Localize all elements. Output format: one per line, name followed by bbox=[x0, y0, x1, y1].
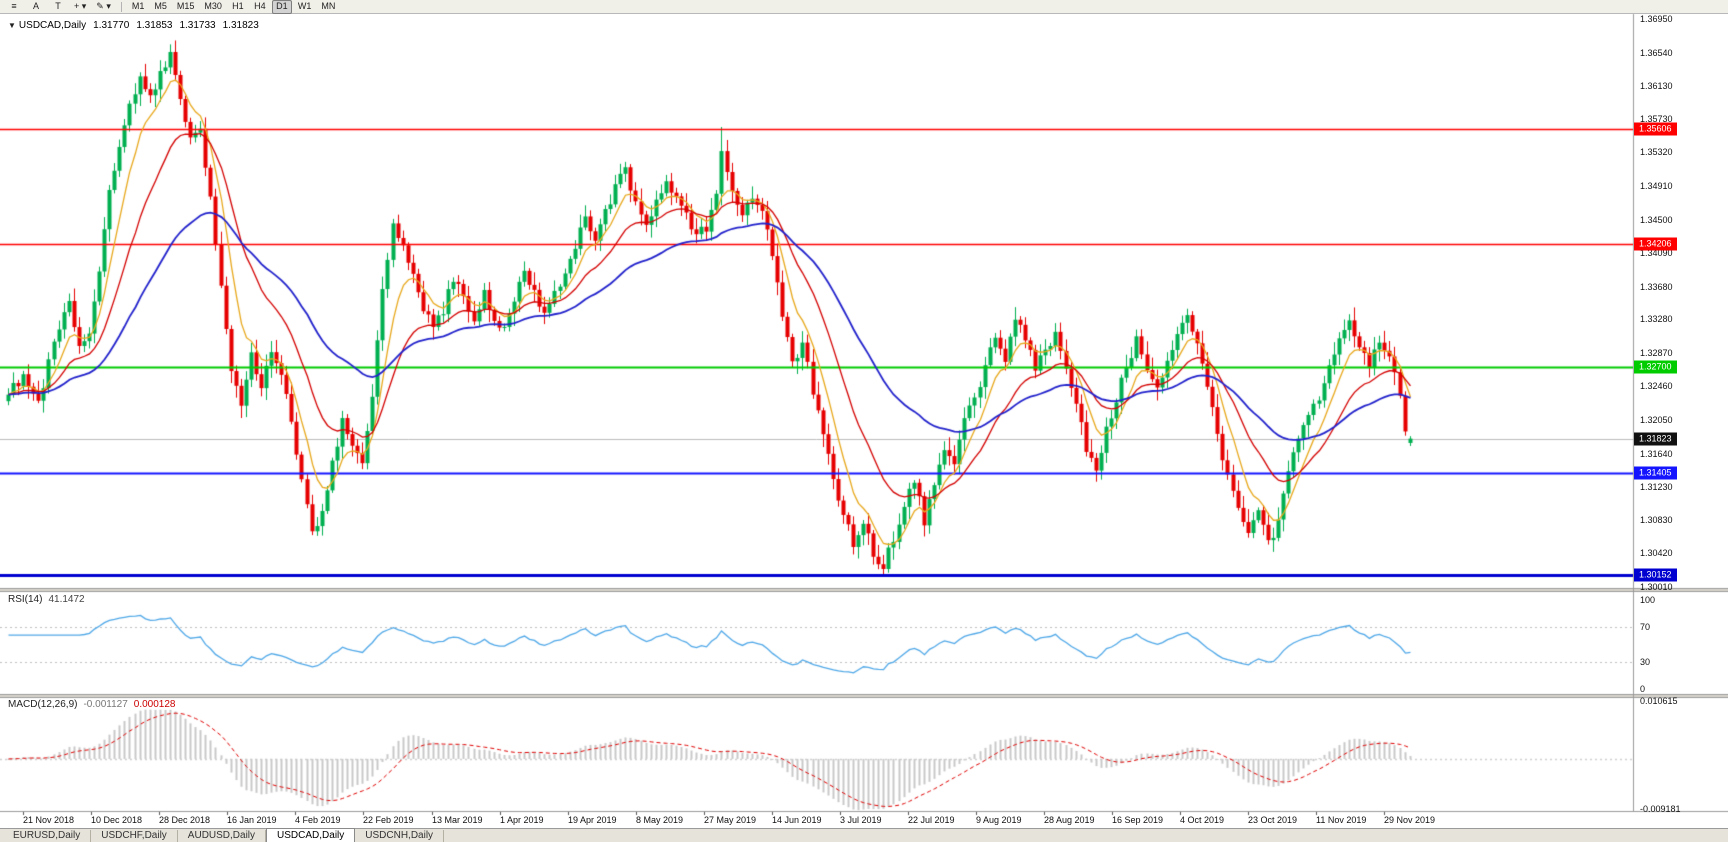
date-axis-label: 28 Aug 2019 bbox=[1044, 815, 1095, 825]
price-tag-pivot-green: 1.32700 bbox=[1634, 360, 1677, 374]
timeframe-h1-button[interactable]: H1 bbox=[232, 0, 244, 11]
price-axis-label: 1.32870 bbox=[1640, 347, 1673, 358]
tab-audusd[interactable]: AUDUSD,Daily bbox=[178, 830, 267, 842]
date-axis-label: 16 Jan 2019 bbox=[227, 815, 277, 825]
macd-title: MACD(12,26,9) bbox=[8, 699, 78, 710]
timeframe-m15-button[interactable]: M15 bbox=[176, 0, 195, 11]
tab-usdcad[interactable]: USDCAD,Daily bbox=[266, 828, 356, 842]
macd-signal-value: 0.000128 bbox=[133, 699, 176, 710]
toolbar-separator bbox=[120, 1, 122, 12]
rsi-value: 41.1472 bbox=[48, 594, 85, 605]
rsi-title: RSI(14) bbox=[8, 594, 43, 605]
price-axis-label: 1.30830 bbox=[1640, 514, 1673, 525]
date-axis-label: 23 Oct 2019 bbox=[1248, 815, 1298, 825]
price-axis-label: 1.31230 bbox=[1640, 482, 1673, 493]
price-tag-support-upper: 1.31405 bbox=[1634, 466, 1677, 480]
date-axis-label: 4 Oct 2019 bbox=[1180, 815, 1225, 825]
high-value: 1.31853 bbox=[136, 20, 173, 31]
date-axis-label: 14 Jun 2019 bbox=[772, 815, 822, 825]
date-axis-label: 13 Mar 2019 bbox=[432, 815, 483, 825]
date-axis-label: 10 Dec 2018 bbox=[91, 815, 143, 825]
price-axis-label: 1.30420 bbox=[1640, 548, 1673, 559]
date-axis-label: 11 Nov 2019 bbox=[1316, 815, 1367, 825]
tab-usdchf[interactable]: USDCHF,Daily bbox=[91, 830, 178, 842]
price-axis-label: 1.32460 bbox=[1640, 381, 1673, 392]
price-axis-label: 1.32050 bbox=[1640, 415, 1673, 426]
price-axis-label: 1.31640 bbox=[1640, 448, 1673, 459]
date-axis-label: 19 Apr 2019 bbox=[568, 815, 617, 825]
price-axis-label: 1.35730 bbox=[1640, 113, 1673, 124]
price-axis-label: 1.34910 bbox=[1640, 180, 1673, 191]
macd-axis-label: -0.009181 bbox=[1640, 804, 1681, 814]
tab-eurusd[interactable]: EURUSD,Daily bbox=[3, 830, 92, 842]
drawing-tool-button[interactable]: ✎ ▾ bbox=[96, 0, 111, 11]
price-axis-label: 1.36130 bbox=[1640, 81, 1673, 92]
text-tool-button[interactable]: T bbox=[55, 0, 61, 11]
price-axis-label: 1.33280 bbox=[1640, 314, 1673, 325]
rsi-axis-label: 70 bbox=[1640, 621, 1651, 632]
timeframe-d1-button[interactable]: D1 bbox=[271, 0, 292, 14]
crosshair-tool-button[interactable]: + ▾ bbox=[74, 0, 87, 11]
rsi-axis-label: 30 bbox=[1640, 657, 1651, 668]
open-value: 1.31770 bbox=[93, 20, 130, 31]
timeframe-m30-button[interactable]: M30 bbox=[204, 0, 222, 11]
date-axis-label: 21 Nov 2018 bbox=[23, 815, 75, 825]
price-tag-resistance-upper: 1.35606 bbox=[1634, 122, 1677, 136]
date-axis-label: 3 Jul 2019 bbox=[840, 815, 882, 825]
cursor-tool-button[interactable]: A bbox=[32, 0, 39, 11]
date-axis-label: 16 Sep 2019 bbox=[1112, 815, 1164, 825]
rsi-axis-label: 100 bbox=[1640, 595, 1656, 605]
low-value: 1.31733 bbox=[179, 20, 216, 31]
timeframe-m5-button[interactable]: M5 bbox=[154, 0, 167, 11]
price-axis-label: 1.34090 bbox=[1640, 248, 1673, 259]
close-value: 1.31823 bbox=[222, 20, 259, 31]
price-axis-label: 1.36540 bbox=[1640, 47, 1673, 58]
collapse-icon[interactable]: ▼ bbox=[8, 21, 16, 30]
chart-tabs-bar: EURUSD,Daily USDCHF,Daily AUDUSD,Daily USDC… bbox=[0, 828, 1728, 842]
date-axis-label: 28 Dec 2018 bbox=[159, 815, 211, 825]
date-axis-label: 29 Nov 2019 bbox=[1384, 815, 1436, 825]
timeframe-h4-button[interactable]: H4 bbox=[254, 0, 266, 11]
date-axis-label: 8 May 2019 bbox=[636, 815, 684, 825]
date-axis-label: 1 Apr 2019 bbox=[500, 815, 544, 825]
price-tag-support-lower: 1.30152 bbox=[1634, 568, 1677, 582]
price-tag-current: 1.31823 bbox=[1634, 432, 1677, 446]
rsi-indicator-label: RSI(14) 41.1472 bbox=[8, 594, 85, 605]
toolbar: ≡ A T + ▾ ✎ ▾ M1 M5 M15 M30 H1 H4 D1 W1 MN bbox=[0, 0, 1728, 14]
symbol-ohlc-readout: ▼ USDCAD,Daily 1.31770 1.31853 1.31733 1.3182… bbox=[8, 20, 259, 31]
date-axis-label: 4 Feb 2019 bbox=[295, 815, 341, 825]
price-axis-label: 1.34500 bbox=[1640, 214, 1673, 225]
symbol-label: USDCAD,Daily bbox=[18, 20, 87, 31]
price-axis-label: 1.35320 bbox=[1640, 147, 1673, 158]
macd-axis-label: 0.010615 bbox=[1640, 696, 1678, 706]
macd-main-value: -0.001127 bbox=[83, 699, 128, 710]
rsi-axis-label: 0 bbox=[1640, 684, 1646, 694]
price-axis-label: 1.36950 bbox=[1640, 14, 1673, 24]
price-tag-resistance-lower: 1.34206 bbox=[1634, 237, 1677, 251]
macd-indicator-label: MACD(12,26,9) -0.001127 0.000128 bbox=[8, 699, 175, 710]
price-axis-label: 1.30010 bbox=[1640, 582, 1673, 592]
date-axis-label: 22 Jul 2019 bbox=[908, 815, 955, 825]
timeframe-m1-button[interactable]: M1 bbox=[131, 0, 145, 11]
date-axis-label: 9 Aug 2019 bbox=[976, 815, 1022, 825]
charts-menu-icon[interactable]: ≡ bbox=[11, 0, 17, 11]
date-axis-label: 22 Feb 2019 bbox=[363, 815, 414, 825]
timeframe-mn-button[interactable]: MN bbox=[321, 0, 336, 11]
price-axis-label: 1.33680 bbox=[1640, 281, 1673, 292]
tab-usdcnh[interactable]: USDCNH,Daily bbox=[355, 830, 445, 842]
timeframe-w1-button[interactable]: W1 bbox=[297, 0, 312, 11]
date-axis-label: 27 May 2019 bbox=[704, 815, 757, 825]
